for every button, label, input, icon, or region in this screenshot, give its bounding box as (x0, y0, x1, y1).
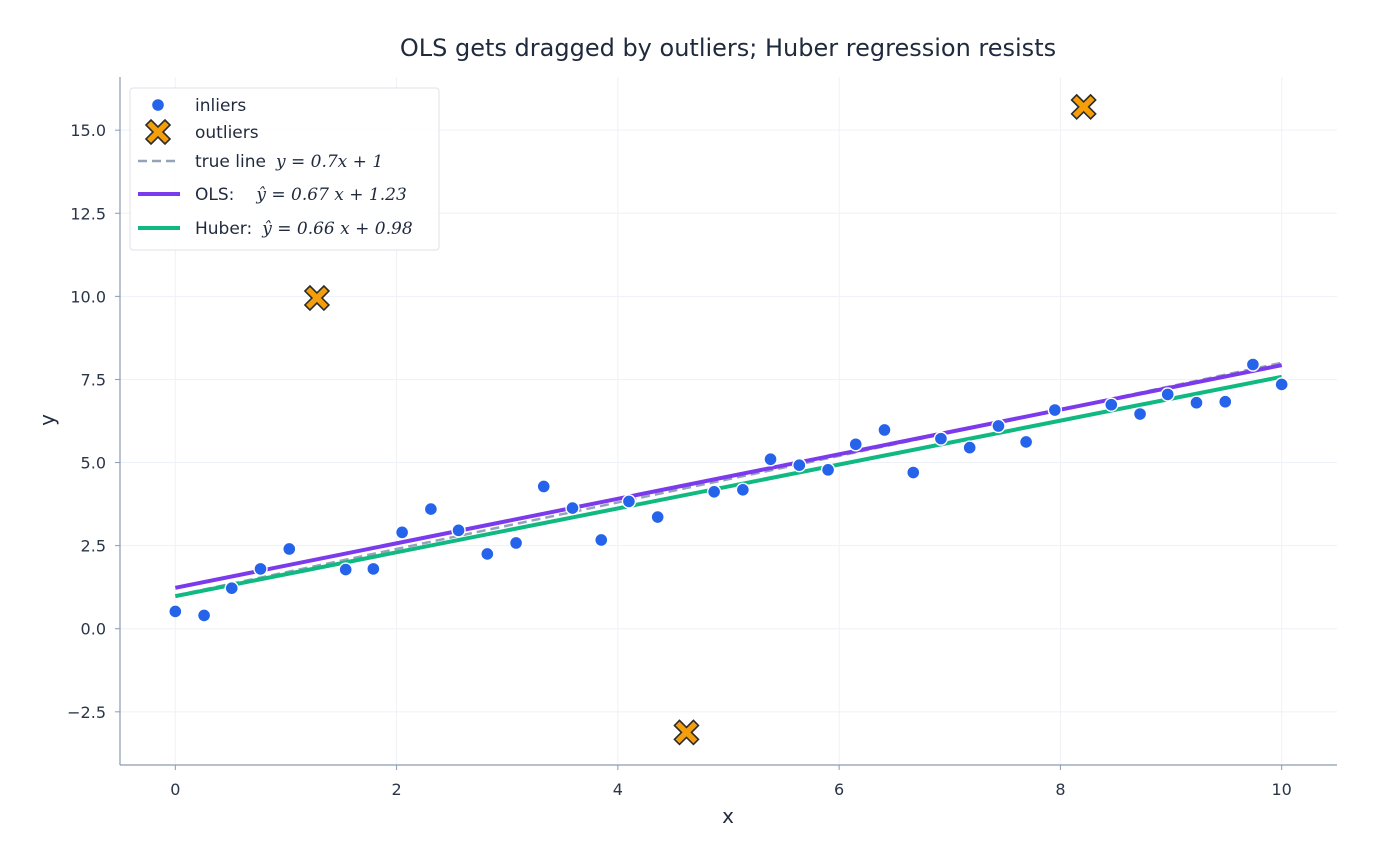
y-tick-label: 2.5 (81, 537, 106, 556)
inlier-point (394, 525, 410, 540)
legend-series-name: Huber: (195, 219, 252, 239)
inlier-point (1218, 394, 1233, 409)
inlier-point (366, 561, 381, 577)
inlier-point (224, 580, 239, 596)
y-tick-label: 7.5 (81, 370, 106, 389)
x-tick-label: 10 (1272, 780, 1292, 799)
legend-marker-inliers (150, 97, 166, 113)
y-tick-label: 15.0 (70, 121, 106, 140)
huber-line (174, 374, 1283, 599)
y-axis-label: y (35, 414, 59, 426)
inlier-point (792, 458, 807, 473)
inlier-point (196, 608, 212, 623)
y-tick-label: 12.5 (70, 204, 106, 223)
axes: 0 2 4 6 8 10 −2.5 0.0 2.5 5.0 7.5 10.0 12.5 15.0 (67, 77, 1337, 799)
inlier-point (423, 501, 439, 517)
legend-equation: ŷ = 0.67 x + 1.23 (255, 185, 406, 205)
legend-equation: ŷ = 0.66 x + 0.98 (261, 219, 413, 239)
legend-label: OLS: ŷ = 0.67 x + 1.23 (195, 185, 407, 205)
inlier-point (1274, 377, 1289, 392)
y-tick-label: 5.0 (81, 454, 106, 473)
regression-lines (174, 361, 1283, 599)
legend-series-name: true line (195, 152, 266, 172)
inlier-point (338, 562, 353, 577)
x-tick-label: 4 (613, 780, 623, 799)
inlier-point (820, 462, 836, 478)
inlier-point (480, 546, 495, 562)
legend-marker-outliers (144, 118, 172, 146)
inlier-point (168, 604, 183, 619)
inlier-point (536, 479, 551, 494)
inlier-point (848, 437, 863, 452)
inlier-point (763, 452, 778, 467)
y-tick-label: −2.5 (67, 703, 106, 722)
ols-line (174, 363, 1283, 590)
inlier-point (650, 509, 665, 525)
inlier-point (594, 532, 609, 548)
legend-series-name: inliers (195, 96, 246, 116)
x-tick-label: 0 (170, 780, 180, 799)
inlier-point (906, 465, 921, 480)
outlier-point (1070, 93, 1097, 121)
outlier-point (303, 284, 331, 312)
inlier-point (253, 561, 268, 577)
scatter-points (168, 93, 1289, 746)
chart-title: OLS gets dragged by outliers; Huber regr… (400, 34, 1056, 62)
legend-label: true line y = 0.7x + 1 (195, 152, 383, 172)
legend-series-name: outliers (195, 123, 259, 143)
inlier-point (1018, 434, 1034, 450)
inlier-point (1132, 406, 1148, 422)
inlier-point (621, 494, 637, 509)
x-axis-label: x (722, 804, 734, 828)
inlier-point (933, 431, 949, 446)
inlier-point (991, 418, 1006, 434)
legend-equation: y = 0.7x + 1 (275, 152, 383, 172)
inlier-point (565, 500, 580, 516)
inlier-point (451, 523, 466, 538)
x-tick-label: 2 (391, 780, 401, 799)
legend: inliers outliers true line y = 0.7x + 1 OLS:… (129, 87, 440, 251)
y-tick-label: 10.0 (70, 287, 106, 306)
x-tick-label: 8 (1055, 780, 1065, 799)
inlier-point (1189, 395, 1204, 410)
legend-series-name: OLS: (195, 185, 234, 205)
inlier-point (877, 422, 892, 438)
inlier-point (1047, 402, 1063, 418)
legend-label: outliers (195, 123, 259, 143)
inlier-point (282, 541, 297, 557)
y-tick-label: 0.0 (81, 620, 106, 639)
x-tick-label: 6 (834, 780, 844, 799)
legend-label: inliers (195, 96, 246, 116)
legend-label: Huber: ŷ = 0.66 x + 0.98 (195, 219, 413, 239)
outlier-point (673, 719, 700, 746)
inlier-point (962, 440, 977, 455)
inlier-point (1104, 397, 1119, 412)
inlier-point (706, 484, 722, 499)
inlier-point (508, 535, 524, 551)
inlier-point (735, 482, 751, 497)
inlier-point (1160, 387, 1175, 402)
legend-box (129, 87, 440, 251)
inlier-point (1245, 357, 1261, 372)
